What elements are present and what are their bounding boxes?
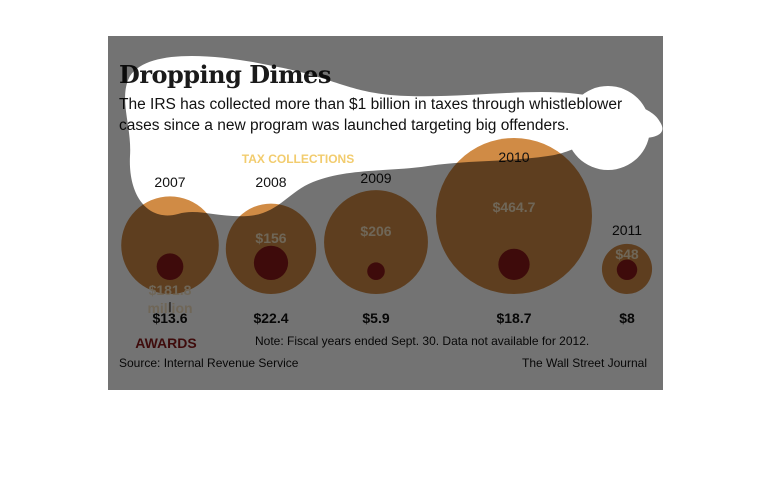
award-value-2009: $5.9 (362, 310, 389, 326)
source-line: Source: Internal Revenue Service (119, 356, 299, 370)
collection-value-2011: $48 (615, 246, 639, 262)
year-label-2007: 2007 (154, 174, 185, 190)
year-label-2009: 2009 (360, 170, 391, 186)
legend-awards: AWARDS (135, 335, 196, 351)
collection-value-2008: $156 (255, 230, 286, 246)
award-bubble-2008 (253, 245, 289, 280)
chart-graphic: Dropping Dimes The IRS has collected mor… (108, 36, 663, 390)
award-bubble-2009 (367, 262, 385, 280)
collection-value-2007: $181.8 (149, 282, 192, 298)
award-bubble-2011 (616, 259, 638, 280)
collection-value-2009: $206 (360, 223, 391, 239)
award-bubble-2010 (498, 248, 530, 280)
year-label-2010: 2010 (498, 149, 529, 165)
collection-value-2010: $464.7 (493, 199, 536, 215)
year-label-2011: 2011 (612, 222, 642, 238)
credit-line: The Wall Street Journal (522, 356, 647, 370)
legend-tax-collections: TAX COLLECTIONS (242, 152, 354, 166)
award-value-2010: $18.7 (496, 310, 531, 326)
footnote: Note: Fiscal years ended Sept. 30. Data … (255, 334, 590, 348)
award-bubble-2007 (156, 253, 184, 280)
award-value-2011: $8 (619, 310, 635, 326)
award-value-2008: $22.4 (253, 310, 288, 326)
year-label-2008: 2008 (255, 174, 286, 190)
